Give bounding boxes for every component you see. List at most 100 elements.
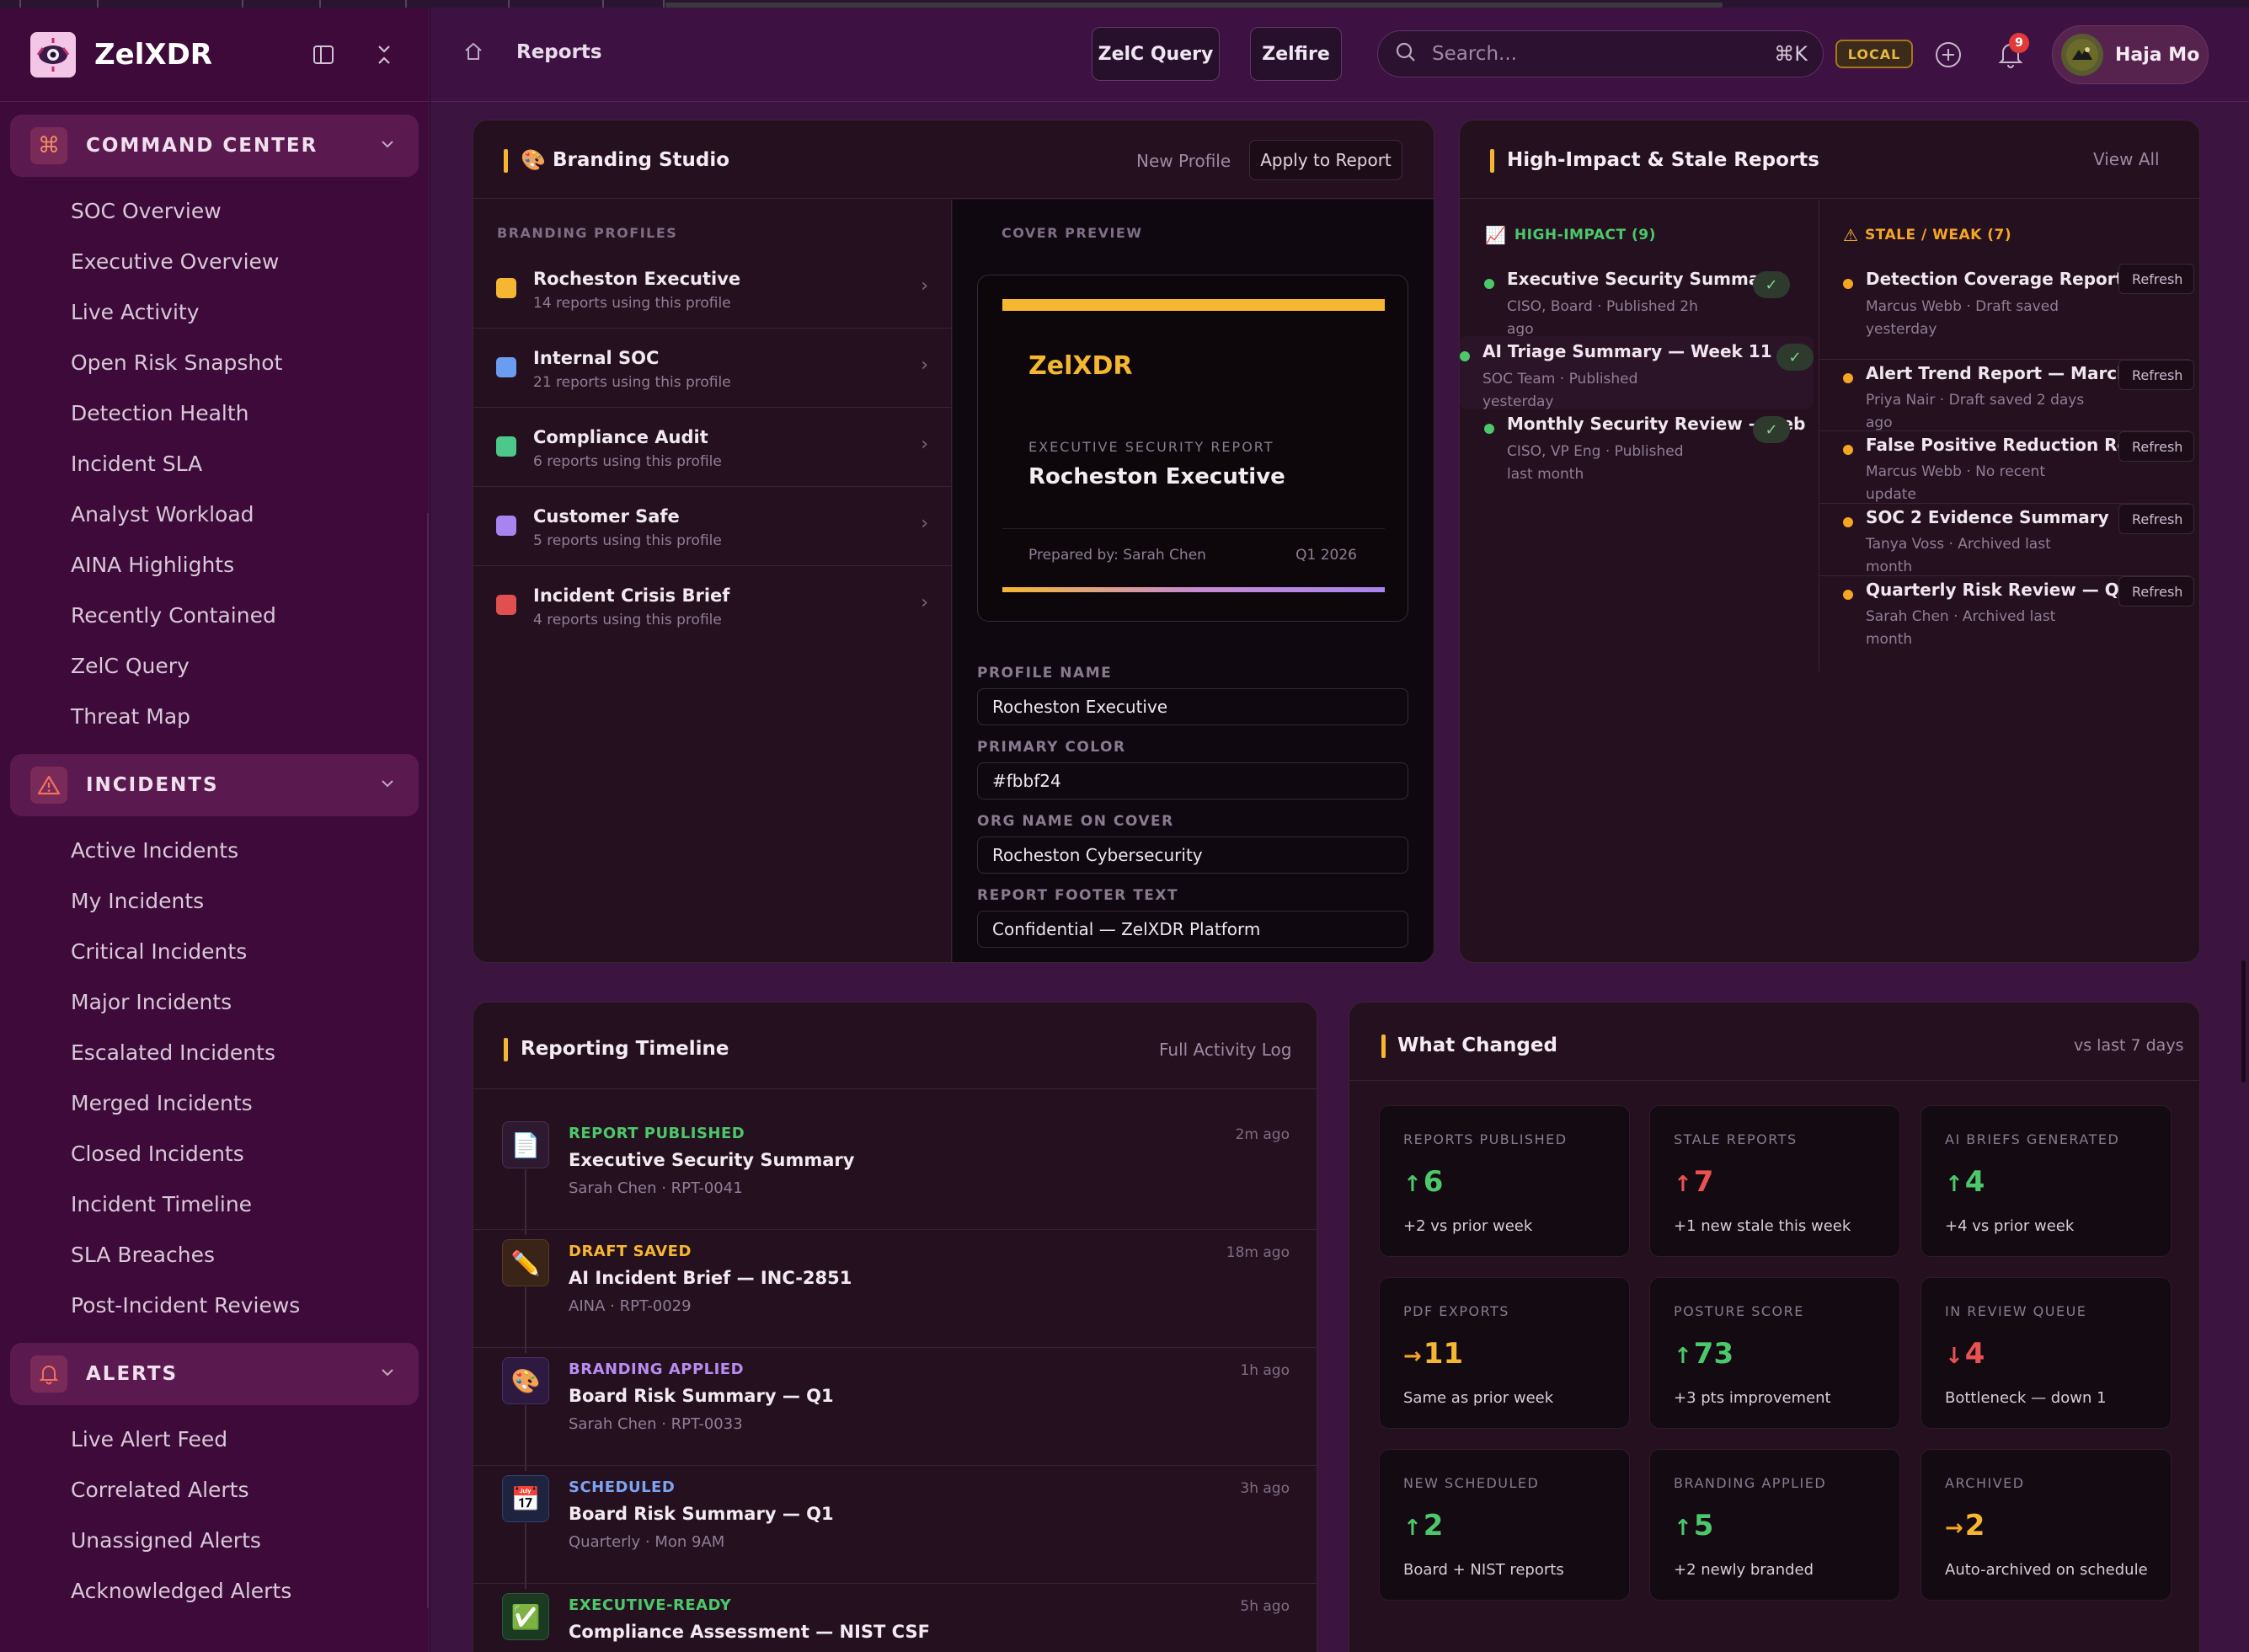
stale-item[interactable]: False Positive Reduction Report Marcus W… — [1819, 430, 2194, 503]
stale-item[interactable]: Quarterly Risk Review — Q4 Sarah Chen · … — [1819, 575, 2194, 648]
timeline-connector — [525, 1523, 526, 1589]
cover-top-bar — [1002, 299, 1385, 311]
stat-number: 73 — [1693, 1337, 1734, 1371]
search-placeholder: Search... — [1432, 43, 1517, 65]
report-title: Detection Coverage Report — [1866, 269, 2124, 289]
nav-item-sla-breaches[interactable]: SLA Breaches — [71, 1242, 215, 1267]
view-all-link[interactable]: View All — [2093, 149, 2160, 169]
page-scrollbar[interactable] — [2241, 960, 2246, 1083]
stat-number: 7 — [1693, 1165, 1714, 1199]
nav-item-live-alert-feed[interactable]: Live Alert Feed — [71, 1426, 228, 1452]
nav-item-incident-sla[interactable]: Incident SLA — [71, 451, 203, 476]
refresh-button[interactable]: Refresh — [2118, 264, 2194, 294]
refresh-button[interactable]: Refresh — [2118, 576, 2194, 607]
sidebar-panel-icon[interactable] — [307, 38, 340, 72]
nav-item-acknowledged-alerts[interactable]: Acknowledged Alerts — [71, 1578, 292, 1603]
nav-item-escalated-incidents[interactable]: Escalated Incidents — [71, 1040, 275, 1065]
nav-item-open-risk-snapshot[interactable]: Open Risk Snapshot — [71, 350, 283, 375]
search-input[interactable]: Search... ⌘K — [1377, 30, 1824, 78]
org-name-field[interactable]: Rocheston Cybersecurity — [977, 837, 1408, 874]
footer-text-field[interactable]: Confidential — ZelXDR Platform — [977, 911, 1408, 948]
nav-item-major-incidents[interactable]: Major Incidents — [71, 989, 232, 1014]
stale-label: STALE / WEAK (7) — [1864, 227, 2012, 243]
accent-bar — [504, 1038, 508, 1061]
nav-item-unassigned-alerts[interactable]: Unassigned Alerts — [71, 1527, 261, 1553]
timeline-event[interactable]: ✏️ DRAFT SAVED AI Incident Brief — INC-2… — [502, 1239, 1290, 1357]
profile-item[interactable]: Incident Crisis Brief 4 reports using th… — [473, 567, 952, 645]
event-time: 18m ago — [1226, 1244, 1290, 1261]
sidebar-scrollbar[interactable] — [427, 513, 429, 1608]
profile-item[interactable]: Customer Safe 5 reports using this profi… — [473, 488, 952, 566]
event-title: Board Risk Summary — Q1 — [569, 1504, 834, 1524]
divider — [473, 1229, 1317, 1230]
user-menu[interactable]: Haja Mo — [2052, 25, 2209, 84]
stale-item[interactable]: Detection Coverage Report Marcus Webb · … — [1819, 264, 2194, 338]
nav-item-my-incidents[interactable]: My Incidents — [71, 888, 205, 913]
arrow-up-icon: ↑ — [1674, 1172, 1692, 1197]
nav-item-correlated-alerts[interactable]: Correlated Alerts — [71, 1477, 249, 1502]
profile-item[interactable]: Compliance Audit 6 reports using this pr… — [473, 409, 952, 487]
status-dot — [1460, 351, 1470, 361]
home-icon[interactable] — [462, 40, 484, 67]
stat-card: REPORTS PUBLISHED ↑6 +2 vs prior week — [1379, 1105, 1630, 1257]
nav-item-zelc-query[interactable]: ZelC Query — [71, 653, 190, 678]
refresh-button[interactable]: Refresh — [2118, 504, 2194, 534]
high-impact-item[interactable]: Monthly Security Review — Feb CISO, VP E… — [1460, 409, 1814, 483]
org-name-label: ORG NAME ON COVER — [977, 813, 1174, 830]
report-meta: Tanya Voss · Archived last month — [1866, 536, 2051, 575]
section-command-center[interactable]: ⌘ COMMAND CENTER — [10, 115, 419, 177]
nav-item-closed-incidents[interactable]: Closed Incidents — [71, 1141, 244, 1166]
refresh-button[interactable]: Refresh — [2118, 360, 2194, 390]
palette-icon: 🎨 — [502, 1357, 549, 1404]
nav-item-soc-overview[interactable]: SOC Overview — [71, 198, 222, 223]
apply-to-report-button[interactable]: Apply to Report — [1249, 140, 1402, 180]
refresh-button[interactable]: Refresh — [2118, 431, 2194, 462]
nav-item-active-incidents[interactable]: Active Incidents — [71, 837, 239, 863]
full-activity-log-link[interactable]: Full Activity Log — [1159, 1040, 1292, 1060]
high-impact-item[interactable]: Executive Security Summary CISO, Board ·… — [1460, 264, 1814, 338]
event-meta: Sarah Chen · RPT-0041 — [569, 1179, 743, 1197]
arrow-up-icon: ↑ — [1403, 1172, 1422, 1197]
primary-color-field[interactable]: #fbbf24 — [977, 762, 1408, 799]
stale-item[interactable]: SOC 2 Evidence Summary Tanya Voss · Arch… — [1819, 503, 2194, 575]
nav-item-threat-map[interactable]: Threat Map — [71, 703, 191, 729]
check-icon[interactable]: ✓ — [1776, 344, 1814, 371]
check-icon[interactable]: ✓ — [1753, 271, 1790, 298]
profile-name-label: PROFILE NAME — [977, 665, 1113, 682]
nav-item-analyst-workload[interactable]: Analyst Workload — [71, 501, 254, 527]
nav-item-post-incident-reviews[interactable]: Post-Incident Reviews — [71, 1292, 301, 1318]
main-area: Reports ZelC Query Zelfire Search... ⌘K … — [430, 8, 2249, 1652]
profile-item[interactable]: Rocheston Executive 14 reports using thi… — [473, 250, 952, 329]
zelc-query-button[interactable]: ZelC Query — [1092, 27, 1220, 81]
stat-card: BRANDING APPLIED ↑5 +2 newly branded — [1649, 1449, 1900, 1601]
profile-name: Compliance Audit — [533, 427, 708, 447]
section-alerts[interactable]: ALERTS — [10, 1343, 419, 1405]
new-profile-button[interactable]: New Profile — [1136, 151, 1231, 171]
timeline-event[interactable]: ✅ EXECUTIVE-READY Compliance Assessment … — [502, 1593, 1290, 1652]
nav-item-merged-incidents[interactable]: Merged Incidents — [71, 1090, 253, 1115]
warning-icon — [30, 767, 67, 804]
stat-card: STALE REPORTS ↑7 +1 new stale this week — [1649, 1105, 1900, 1257]
nav-item-live-activity[interactable]: Live Activity — [71, 299, 200, 324]
timeline-event[interactable]: 📅 SCHEDULED Board Risk Summary — Q1 Quar… — [502, 1475, 1290, 1593]
profile-item[interactable]: Internal SOC 21 reports using this profi… — [473, 329, 952, 408]
section-label: ALERTS — [86, 1363, 179, 1385]
nav-item-detection-health[interactable]: Detection Health — [71, 400, 249, 425]
nav-item-critical-incidents[interactable]: Critical Incidents — [71, 938, 248, 964]
nav-item-recently-contained[interactable]: Recently Contained — [71, 602, 276, 628]
check-icon[interactable]: ✓ — [1753, 416, 1790, 443]
stale-item[interactable]: Alert Trend Report — March Priya Nair · … — [1819, 359, 2194, 431]
add-icon[interactable] — [1931, 38, 1965, 72]
timeline-connector — [525, 1169, 526, 1235]
nav-item-incident-timeline[interactable]: Incident Timeline — [71, 1191, 253, 1216]
timeline-event[interactable]: 📄 REPORT PUBLISHED Executive Security Su… — [502, 1121, 1290, 1239]
timeline-event[interactable]: 🎨 BRANDING APPLIED Board Risk Summary — … — [502, 1357, 1290, 1475]
chevron-right-icon: › — [921, 513, 928, 534]
collapse-icon[interactable] — [367, 38, 401, 72]
high-impact-item[interactable]: AI Triage Summary — Week 11 SOC Team · P… — [1460, 336, 1814, 410]
section-incidents[interactable]: INCIDENTS — [10, 754, 419, 816]
nav-item-aina-highlights[interactable]: AINA Highlights — [71, 552, 235, 577]
profile-name-field[interactable]: Rocheston Executive — [977, 688, 1408, 725]
nav-item-executive-overview[interactable]: Executive Overview — [71, 249, 280, 274]
zelfire-button[interactable]: Zelfire — [1250, 27, 1342, 81]
